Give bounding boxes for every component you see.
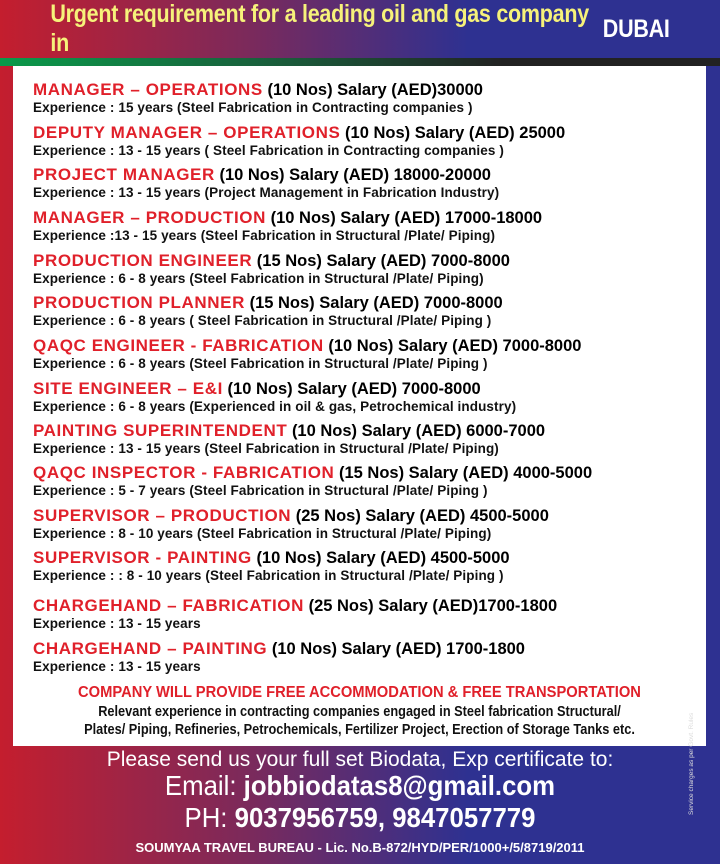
- job-listing: PROJECT MANAGER (10 Nos) Salary (AED) 18…: [33, 165, 499, 201]
- job-title-line: MANAGER – OPERATIONS (10 Nos) Salary (AE…: [33, 80, 483, 100]
- job-listing: QAQC ENGINEER - FABRICATION (10 Nos) Sal…: [33, 336, 581, 372]
- job-title-line: SITE ENGINEER – E&I (10 Nos) Salary (AED…: [33, 379, 516, 399]
- job-details: (10 Nos) Salary (AED) 7000-8000: [328, 337, 582, 355]
- job-details: (10 Nos) Salary (AED) 7000-8000: [227, 380, 481, 398]
- job-experience: Experience : 6 - 8 years (Steel Fabricat…: [33, 356, 488, 371]
- job-title: CHARGEHAND – FABRICATION: [33, 596, 304, 615]
- job-listing: SUPERVISOR - PAINTING (10 Nos) Salary (A…: [33, 548, 510, 584]
- job-experience: Experience : 8 - 10 years (Steel Fabrica…: [33, 526, 492, 541]
- phone-numbers: 9037956759, 9847057779: [234, 802, 536, 833]
- headline-text: Urgent requirement for a leading oil and…: [50, 0, 589, 57]
- job-details: (10 Nos) Salary (AED) 1700-1800: [271, 640, 525, 658]
- job-details: (15 Nos) Salary (AED) 7000-8000: [256, 252, 510, 270]
- job-title-line: QAQC ENGINEER - FABRICATION (10 Nos) Sal…: [33, 336, 581, 356]
- job-title: SUPERVISOR - PAINTING: [33, 548, 252, 567]
- job-listing: SITE ENGINEER – E&I (10 Nos) Salary (AED…: [33, 379, 516, 415]
- email-label: Email:: [164, 770, 237, 801]
- jobs-panel: [13, 66, 706, 746]
- job-title-line: QAQC INSPECTOR - FABRICATION (15 Nos) Sa…: [33, 463, 592, 483]
- job-listing: PRODUCTION PLANNER (15 Nos) Salary (AED)…: [33, 293, 503, 329]
- job-title-line: SUPERVISOR – PRODUCTION (25 Nos) Salary …: [33, 506, 549, 526]
- job-title: QAQC INSPECTOR - FABRICATION: [33, 463, 335, 482]
- service-charge-note: Service charges as per Govt. Rules: [688, 712, 695, 815]
- job-title-line: CHARGEHAND – FABRICATION (25 Nos) Salary…: [33, 596, 557, 616]
- job-listing: MANAGER – OPERATIONS (10 Nos) Salary (AE…: [33, 80, 483, 116]
- job-title-line: PROJECT MANAGER (10 Nos) Salary (AED) 18…: [33, 165, 499, 185]
- job-experience: Experience : 13 - 15 years (Steel Fabric…: [33, 441, 499, 456]
- headline-city: DUBAI: [602, 14, 670, 43]
- email-link[interactable]: jobbiodatas8@gmail.com: [243, 770, 556, 801]
- job-details: (15 Nos) Salary (AED) 4000-5000: [339, 464, 593, 482]
- phone-line: PH: 9037956759, 9847057779: [29, 802, 691, 834]
- job-listing: QAQC INSPECTOR - FABRICATION (15 Nos) Sa…: [33, 463, 592, 499]
- job-listing: DEPUTY MANAGER – OPERATIONS (10 Nos) Sal…: [33, 123, 565, 159]
- job-title: QAQC ENGINEER - FABRICATION: [33, 336, 324, 355]
- job-details: (10 Nos) Salary (AED) 18000-20000: [219, 166, 491, 184]
- job-title: SUPERVISOR – PRODUCTION: [33, 506, 292, 525]
- relevant-experience-line-2: Plates/ Piping, Refineries, Petrochemica…: [84, 722, 635, 738]
- job-details: (25 Nos) Salary (AED) 4500-5000: [295, 507, 549, 525]
- job-title: CHARGEHAND – PAINTING: [33, 639, 268, 658]
- job-experience: Experience : 15 years (Steel Fabrication…: [33, 100, 473, 115]
- job-title-line: PRODUCTION ENGINEER (15 Nos) Salary (AED…: [33, 251, 510, 271]
- job-details: (15 Nos) Salary (AED) 7000-8000: [249, 294, 503, 312]
- job-experience: Experience :13 - 15 years (Steel Fabrica…: [33, 228, 496, 243]
- job-experience: Experience : 6 - 8 years (Experienced in…: [33, 399, 517, 414]
- job-experience: Experience : : 8 - 10 years (Steel Fabri…: [33, 568, 504, 583]
- job-experience: Experience : 6 - 8 years ( Steel Fabrica…: [33, 313, 492, 328]
- job-details: (10 Nos) Salary (AED)30000: [267, 81, 483, 99]
- job-title: DEPUTY MANAGER – OPERATIONS: [33, 123, 341, 142]
- relevant-experience-line-1: Relevant experience in contracting compa…: [98, 704, 621, 720]
- job-details: (10 Nos) Salary (AED) 4500-5000: [256, 549, 510, 567]
- job-title-line: CHARGEHAND – PAINTING (10 Nos) Salary (A…: [33, 639, 525, 659]
- job-details: (10 Nos) Salary (AED) 25000: [345, 124, 566, 142]
- job-title-line: DEPUTY MANAGER – OPERATIONS (10 Nos) Sal…: [33, 123, 565, 143]
- job-experience: Experience : 5 - 7 years (Steel Fabricat…: [33, 483, 488, 498]
- job-experience: Experience : 6 - 8 years (Steel Fabricat…: [33, 271, 484, 286]
- job-experience: Experience : 13 - 15 years: [33, 659, 201, 674]
- job-listing: CHARGEHAND – FABRICATION (25 Nos) Salary…: [33, 596, 557, 632]
- job-title: PRODUCTION PLANNER: [33, 293, 245, 312]
- job-experience: Experience : 13 - 15 years ( Steel Fabri…: [33, 143, 504, 158]
- job-listing: SUPERVISOR – PRODUCTION (25 Nos) Salary …: [33, 506, 549, 542]
- job-title: PROJECT MANAGER: [33, 165, 215, 184]
- license-info: SOUMYAA TRAVEL BUREAU - Lic. No.B-872/HY…: [135, 840, 585, 855]
- email-line: Email: jobbiodatas8@gmail.com: [29, 770, 691, 802]
- send-instructions: Please send us your full set Biodata, Ex…: [106, 748, 614, 771]
- job-title: SITE ENGINEER – E&I: [33, 379, 223, 398]
- company-benefits: COMPANY WILL PROVIDE FREE ACCOMMODATION …: [78, 684, 641, 701]
- job-title: PAINTING SUPERINTENDENT: [33, 421, 288, 440]
- job-experience: Experience : 13 - 15 years (Project Mana…: [33, 185, 500, 200]
- job-experience: Experience : 13 - 15 years: [33, 616, 201, 631]
- job-listing: PAINTING SUPERINTENDENT (10 Nos) Salary …: [33, 421, 545, 457]
- headline: Urgent requirement for a leading oil and…: [50, 0, 669, 58]
- phone-label: PH:: [184, 802, 228, 833]
- divider-stripe: [0, 58, 720, 66]
- job-details: (10 Nos) Salary (AED) 6000-7000: [291, 422, 546, 440]
- job-details: (25 Nos) Salary (AED)1700-1800: [308, 597, 558, 615]
- job-title-line: MANAGER – PRODUCTION (10 Nos) Salary (AE…: [33, 208, 542, 228]
- job-title: MANAGER – OPERATIONS: [33, 80, 263, 99]
- job-title-line: PRODUCTION PLANNER (15 Nos) Salary (AED)…: [33, 293, 503, 313]
- job-listing: MANAGER – PRODUCTION (10 Nos) Salary (AE…: [33, 208, 542, 244]
- job-title-line: PAINTING SUPERINTENDENT (10 Nos) Salary …: [33, 421, 545, 441]
- job-details: (10 Nos) Salary (AED) 17000-18000: [270, 209, 543, 227]
- job-listing: CHARGEHAND – PAINTING (10 Nos) Salary (A…: [33, 639, 525, 675]
- job-title: PRODUCTION ENGINEER: [33, 251, 253, 270]
- job-title: MANAGER – PRODUCTION: [33, 208, 267, 227]
- job-title-line: SUPERVISOR - PAINTING (10 Nos) Salary (A…: [33, 548, 510, 568]
- job-listing: PRODUCTION ENGINEER (15 Nos) Salary (AED…: [33, 251, 510, 287]
